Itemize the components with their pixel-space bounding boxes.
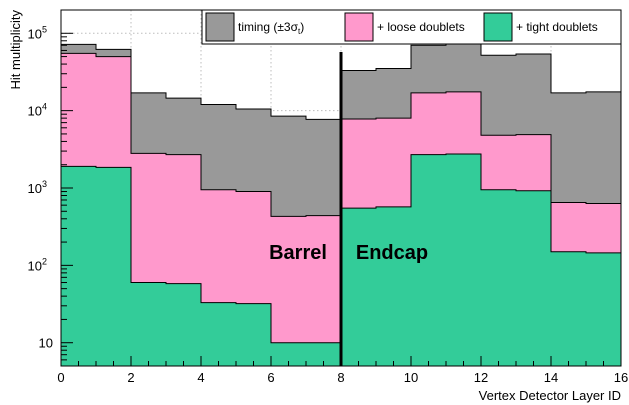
histogram-bin-series2 (446, 154, 481, 366)
y-tick-exponent: 3 (42, 179, 47, 189)
legend-swatch-series1 (344, 12, 374, 42)
legend-box (201, 9, 622, 45)
y-tick-label: 104 (28, 102, 47, 119)
histogram-bin-series2 (411, 154, 446, 366)
histogram-bin-series2 (201, 302, 236, 366)
histogram-bars (60, 43, 622, 367)
y-tick-exponent: 2 (42, 256, 47, 266)
x-tick-label: 10 (404, 370, 418, 385)
x-tick-label: 4 (197, 370, 204, 385)
histogram-bin-series1 (306, 215, 341, 366)
x-axis-title: Vertex Detector Layer ID (479, 388, 621, 403)
x-tick-label: 8 (337, 370, 344, 385)
histogram-bin-series2 (376, 206, 411, 366)
histogram-bin-series2 (551, 251, 586, 366)
histogram-bin-series2 (481, 189, 516, 366)
legend: timing (±3σt) + loose doublets + tight dou… (201, 9, 622, 45)
x-tick-label: 14 (544, 370, 558, 385)
histogram-bin-series2 (236, 303, 271, 366)
x-tick-label: 6 (267, 370, 274, 385)
histogram-bin-series2 (131, 282, 166, 366)
histogram-bin-series2 (61, 166, 96, 366)
legend-label-series2: + tight doublets (516, 20, 598, 34)
y-tick-exponent: 5 (42, 24, 47, 34)
legend-label-series0: timing (±3σt) (238, 20, 304, 36)
histogram-bin-series2 (341, 208, 376, 366)
histogram-bin-series1 (271, 216, 306, 366)
region-label-endcap: Endcap (356, 242, 428, 264)
histogram-bin-series2 (306, 342, 341, 366)
legend-suffix: ) (300, 20, 304, 34)
y-tick-exponent: 4 (42, 102, 47, 112)
legend-subscript: t (298, 27, 301, 36)
x-tick-label: 0 (57, 370, 64, 385)
histogram-bin-series2 (166, 283, 201, 366)
y-tick-label: 103 (28, 179, 47, 196)
histogram-bin-series2 (586, 252, 621, 366)
histogram-bin-series2 (271, 342, 306, 366)
x-tick-label: 12 (474, 370, 488, 385)
region-label-barrel: Barrel (269, 242, 327, 264)
x-tick-label: 16 (614, 370, 628, 385)
x-tick-label: 2 (127, 370, 134, 385)
y-tick-label: 105 (28, 24, 47, 41)
y-tick-label: 10 (39, 336, 53, 351)
legend-label-series1: + loose doublets (377, 20, 465, 34)
legend-swatch-series0 (205, 12, 235, 42)
y-tick-label: 102 (28, 256, 47, 273)
legend-swatch-series2 (483, 12, 513, 42)
histogram-bin-series2 (96, 167, 131, 366)
histogram-bin-series2 (516, 190, 551, 366)
y-axis-title: Hit multiplicity (8, 10, 23, 90)
